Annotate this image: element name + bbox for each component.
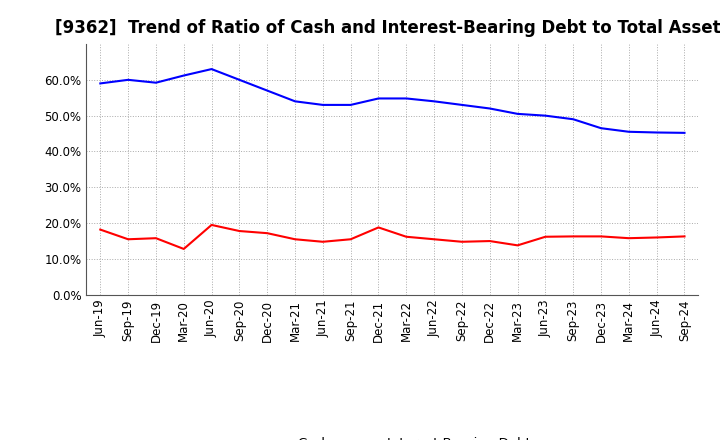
Interest-Bearing Debt xyxy=(541,113,550,118)
Cash xyxy=(374,225,383,230)
Interest-Bearing Debt xyxy=(124,77,132,82)
Interest-Bearing Debt xyxy=(263,88,271,93)
Cash xyxy=(569,234,577,239)
Cash xyxy=(485,238,494,244)
Legend: Cash, Interest-Bearing Debt: Cash, Interest-Bearing Debt xyxy=(248,432,536,440)
Cash xyxy=(346,237,355,242)
Interest-Bearing Debt xyxy=(430,99,438,104)
Cash xyxy=(541,234,550,239)
Interest-Bearing Debt xyxy=(513,111,522,117)
Cash xyxy=(680,234,689,239)
Cash xyxy=(179,246,188,252)
Interest-Bearing Debt xyxy=(374,96,383,101)
Interest-Bearing Debt xyxy=(152,80,161,85)
Interest-Bearing Debt xyxy=(179,73,188,78)
Cash xyxy=(96,227,104,232)
Line: Interest-Bearing Debt: Interest-Bearing Debt xyxy=(100,69,685,133)
Cash xyxy=(291,237,300,242)
Line: Cash: Cash xyxy=(100,225,685,249)
Cash xyxy=(235,228,243,234)
Interest-Bearing Debt xyxy=(318,102,327,107)
Interest-Bearing Debt xyxy=(680,130,689,136)
Interest-Bearing Debt xyxy=(402,96,410,101)
Cash xyxy=(652,235,661,240)
Cash xyxy=(318,239,327,244)
Interest-Bearing Debt xyxy=(597,125,606,131)
Interest-Bearing Debt xyxy=(485,106,494,111)
Cash xyxy=(263,231,271,236)
Interest-Bearing Debt xyxy=(569,117,577,122)
Cash xyxy=(624,235,633,241)
Interest-Bearing Debt xyxy=(291,99,300,104)
Cash xyxy=(430,237,438,242)
Cash xyxy=(207,222,216,227)
Cash xyxy=(152,235,161,241)
Cash xyxy=(402,234,410,239)
Cash xyxy=(458,239,467,244)
Cash xyxy=(124,237,132,242)
Interest-Bearing Debt xyxy=(652,130,661,135)
Interest-Bearing Debt xyxy=(235,77,243,82)
Interest-Bearing Debt xyxy=(207,66,216,72)
Interest-Bearing Debt xyxy=(96,81,104,86)
Interest-Bearing Debt xyxy=(458,102,467,107)
Cash xyxy=(597,234,606,239)
Interest-Bearing Debt xyxy=(346,102,355,107)
Cash xyxy=(513,243,522,248)
Title: [9362]  Trend of Ratio of Cash and Interest-Bearing Debt to Total Assets: [9362] Trend of Ratio of Cash and Intere… xyxy=(55,19,720,37)
Interest-Bearing Debt xyxy=(624,129,633,135)
